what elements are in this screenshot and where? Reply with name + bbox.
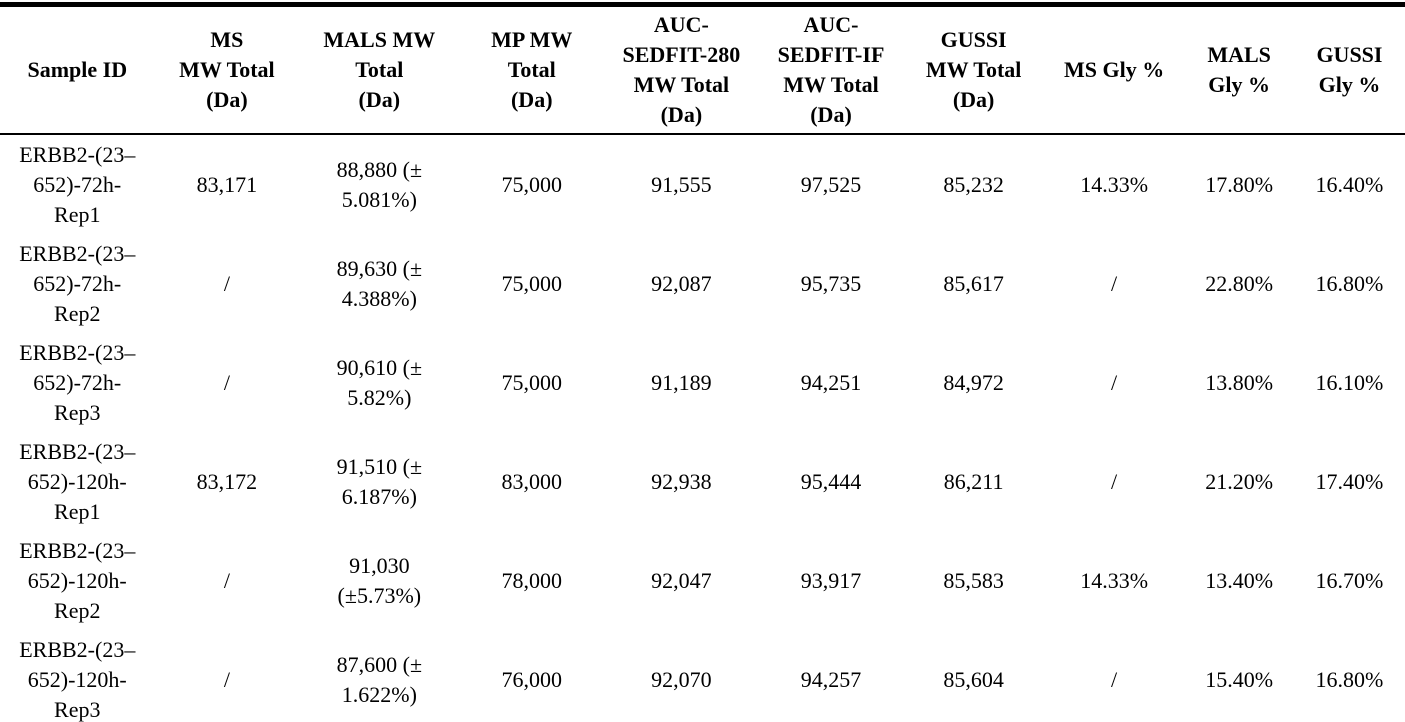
column-header-0: Sample ID — [0, 4, 155, 135]
table-cell: 83,172 — [196, 468, 258, 494]
column-header-4: AUC- SEDFIT-280 MW Total (Da) — [604, 4, 759, 135]
table-cell: 92,087 — [651, 270, 712, 296]
table-cell: 76,000 — [501, 666, 563, 692]
table-cell: 16.40% — [1315, 171, 1384, 197]
table-cell: 89,630 (± 4.388%) — [336, 255, 423, 311]
table-cell: 91,189 — [651, 369, 712, 395]
sample-id-cell: ERBB2-(23– 652)-120h- Rep1 — [19, 438, 136, 524]
table-cell: 95,735 — [800, 270, 862, 296]
column-header-3: MP MW Total (Da) — [459, 4, 605, 135]
sample-id-cell: ERBB2-(23– 652)-120h- Rep3 — [19, 636, 136, 722]
table-cell: 91,030 (±5.73%) — [337, 552, 422, 608]
sample-id-cell: ERBB2-(23– 652)-72h- Rep1 — [19, 141, 136, 227]
table-cell: 87,600 (± 1.622%) — [336, 651, 423, 707]
table-cell: 13.80% — [1205, 369, 1274, 395]
table-cell: 86,211 — [943, 468, 1004, 494]
table-cell: 85,617 — [943, 270, 1004, 296]
table-cell: 91,510 (± 6.187%) — [336, 453, 423, 509]
table-cell: 16.10% — [1315, 369, 1384, 395]
table-cell: 75,000 — [501, 270, 563, 296]
sample-id-cell: ERBB2-(23– 652)-72h- Rep3 — [19, 339, 136, 425]
table-cell: / — [1111, 468, 1118, 494]
column-header-9: GUSSI Gly % — [1293, 4, 1405, 135]
column-header-2: MALS MW Total (Da) — [299, 4, 460, 135]
column-header-5: AUC- SEDFIT-IF MW Total (Da) — [758, 4, 904, 135]
table-cell: 95,444 — [800, 468, 862, 494]
table-cell: / — [223, 666, 230, 692]
table-cell: 22.80% — [1205, 270, 1274, 296]
table-cell: / — [1111, 666, 1118, 692]
table-cell: 16.80% — [1315, 270, 1384, 296]
table-cell: / — [223, 270, 230, 296]
table-cell: 97,525 — [800, 171, 862, 197]
table-cell: 84,972 — [943, 369, 1004, 395]
table-body: ERBB2-(23– 652)-72h- Rep1 83,171 88,880 (±… — [0, 134, 1405, 722]
table-cell: / — [223, 567, 230, 593]
table-cell: 93,917 — [800, 567, 862, 593]
table-cell: 85,604 — [943, 666, 1004, 692]
table-cell: 94,251 — [800, 369, 862, 395]
table-cell: 92,070 — [651, 666, 712, 692]
header-row: Sample ID MS MW Total (Da) MALS MW Total (… — [0, 4, 1405, 135]
table-cell: 16.70% — [1315, 567, 1384, 593]
table-cell: 92,938 — [651, 468, 712, 494]
table-cell: 94,257 — [800, 666, 862, 692]
table-cell: 17.80% — [1205, 171, 1274, 197]
table-cell: 16.80% — [1315, 666, 1384, 692]
table-cell: 14.33% — [1080, 567, 1149, 593]
table-row: ERBB2-(23– 652)-72h- Rep2 / 89,630 (± 4.38… — [0, 234, 1405, 333]
table-cell: 85,583 — [943, 567, 1004, 593]
sample-id-cell: ERBB2-(23– 652)-72h- Rep2 — [19, 240, 136, 326]
table-cell: 75,000 — [501, 369, 563, 395]
sample-id-cell: ERBB2-(23– 652)-120h- Rep2 — [19, 537, 136, 623]
table-cell: 83,171 — [196, 171, 258, 197]
table-cell: 85,232 — [943, 171, 1004, 197]
column-header-7: MS Gly % — [1043, 4, 1185, 135]
table-cell: 21.20% — [1205, 468, 1274, 494]
table-cell: / — [1111, 369, 1118, 395]
table-cell: 13.40% — [1205, 567, 1274, 593]
table-cell: 75,000 — [501, 171, 563, 197]
table-cell: 83,000 — [501, 468, 563, 494]
table-cell: 14.33% — [1080, 171, 1149, 197]
table-cell: 88,880 (± 5.081%) — [336, 156, 423, 212]
table-row: ERBB2-(23– 652)-120h- Rep1 83,172 91,510 (… — [0, 432, 1405, 531]
table-header: Sample ID MS MW Total (Da) MALS MW Total (… — [0, 4, 1405, 135]
table-row: ERBB2-(23– 652)-72h- Rep1 83,171 88,880 (±… — [0, 134, 1405, 234]
column-header-8: MALS Gly % — [1184, 4, 1294, 135]
table-cell: 17.40% — [1315, 468, 1384, 494]
column-header-1: MS MW Total (Da) — [154, 4, 300, 135]
table-cell: / — [223, 369, 230, 395]
table-cell: 92,047 — [651, 567, 712, 593]
table-cell: 91,555 — [651, 171, 712, 197]
column-header-6: GUSSI MW Total (Da) — [903, 4, 1044, 135]
table-cell: 78,000 — [501, 567, 563, 593]
table-row: ERBB2-(23– 652)-72h- Rep3 / 90,610 (± 5.82… — [0, 333, 1405, 432]
table-cell: 90,610 (± 5.82%) — [336, 354, 423, 410]
table-cell: 15.40% — [1205, 666, 1274, 692]
table-cell: / — [1111, 270, 1118, 296]
table-row: ERBB2-(23– 652)-120h- Rep3 / 87,600 (± 1.6… — [0, 630, 1405, 722]
table-row: ERBB2-(23– 652)-120h- Rep2 / 91,030 (±5.73… — [0, 531, 1405, 630]
